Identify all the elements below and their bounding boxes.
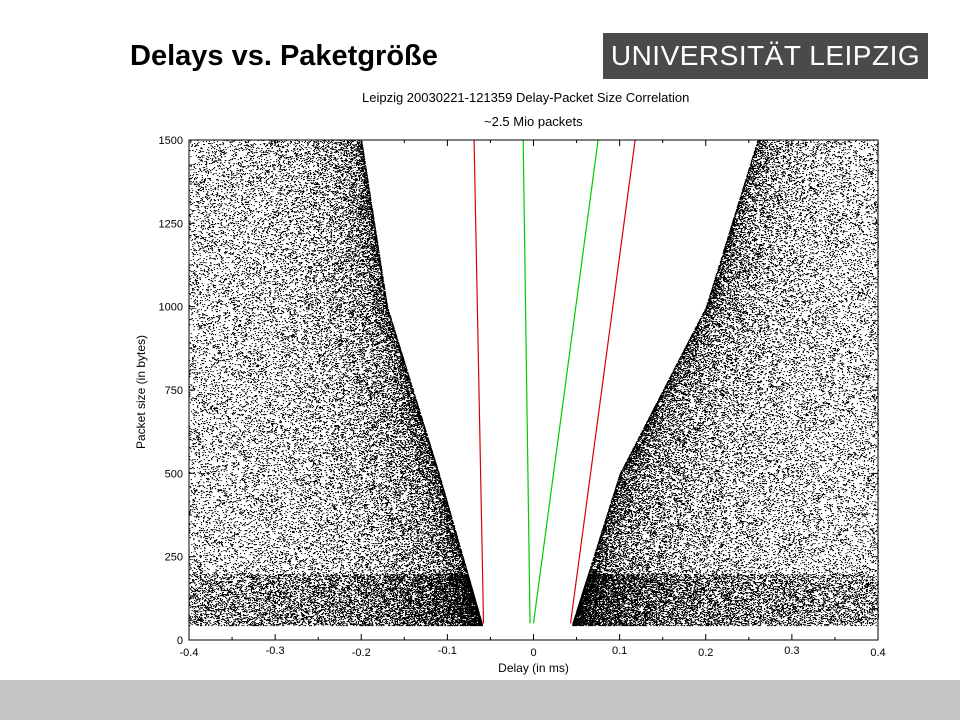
university-logo: UNIVERSITÄT LEIPZIG	[603, 33, 928, 79]
point-cloud-positive	[572, 140, 880, 627]
point-cloud-negative	[189, 140, 483, 627]
x-axis-label: Delay (in ms)	[498, 661, 569, 675]
footer-bar	[0, 680, 960, 720]
x-tick-label: -0.1	[438, 645, 457, 657]
x-tick-label: 0.3	[784, 645, 799, 657]
x-tick-label: 0.4	[870, 647, 885, 659]
axis-ticks: -0.4 -0.3 -0.2 -0.1 0 0.1 0.2 0.3 0.4 0 250 500 750 1…	[159, 135, 886, 659]
reference-line-4	[569, 139, 636, 624]
x-tick-label: 0.1	[612, 645, 627, 657]
x-tick-label: 0	[530, 647, 536, 659]
y-tick-label: 0	[177, 635, 183, 647]
reference-line-1	[473, 139, 485, 624]
x-tick-label: -0.3	[266, 645, 285, 657]
point-cloud-layer	[189, 140, 880, 627]
reference-line-2	[522, 139, 531, 624]
y-tick-label: 500	[165, 468, 183, 480]
x-tick-label: 0.2	[698, 647, 713, 659]
logo-text: UNIVERSITÄT LEIPZIG	[610, 40, 921, 71]
chart-subtitle: ~2.5 Mio packets	[484, 114, 583, 129]
y-tick-label: 1000	[159, 302, 183, 314]
y-tick-label: 250	[165, 552, 183, 564]
scatter-chart: -0.4 -0.3 -0.2 -0.1 0 0.1 0.2 0.3 0.4 0 250 500 750 1…	[134, 135, 886, 675]
slide-title: Delays vs. Paketgröße	[130, 40, 438, 72]
reference-line-3	[532, 139, 599, 624]
y-tick-label: 1250	[159, 218, 183, 230]
point-cloud-marks	[572, 140, 880, 627]
point-cloud-marks	[189, 140, 483, 627]
y-tick-label: 1500	[159, 135, 183, 147]
y-axis-label: Packet size (in bytes)	[134, 335, 148, 449]
x-tick-label: -0.4	[180, 647, 199, 659]
reference-lines	[473, 139, 636, 624]
x-tick-label: -0.2	[352, 647, 371, 659]
chart-title: Leipzig 20030221-121359 Delay-Packet Siz…	[362, 90, 690, 105]
y-tick-label: 750	[165, 385, 183, 397]
